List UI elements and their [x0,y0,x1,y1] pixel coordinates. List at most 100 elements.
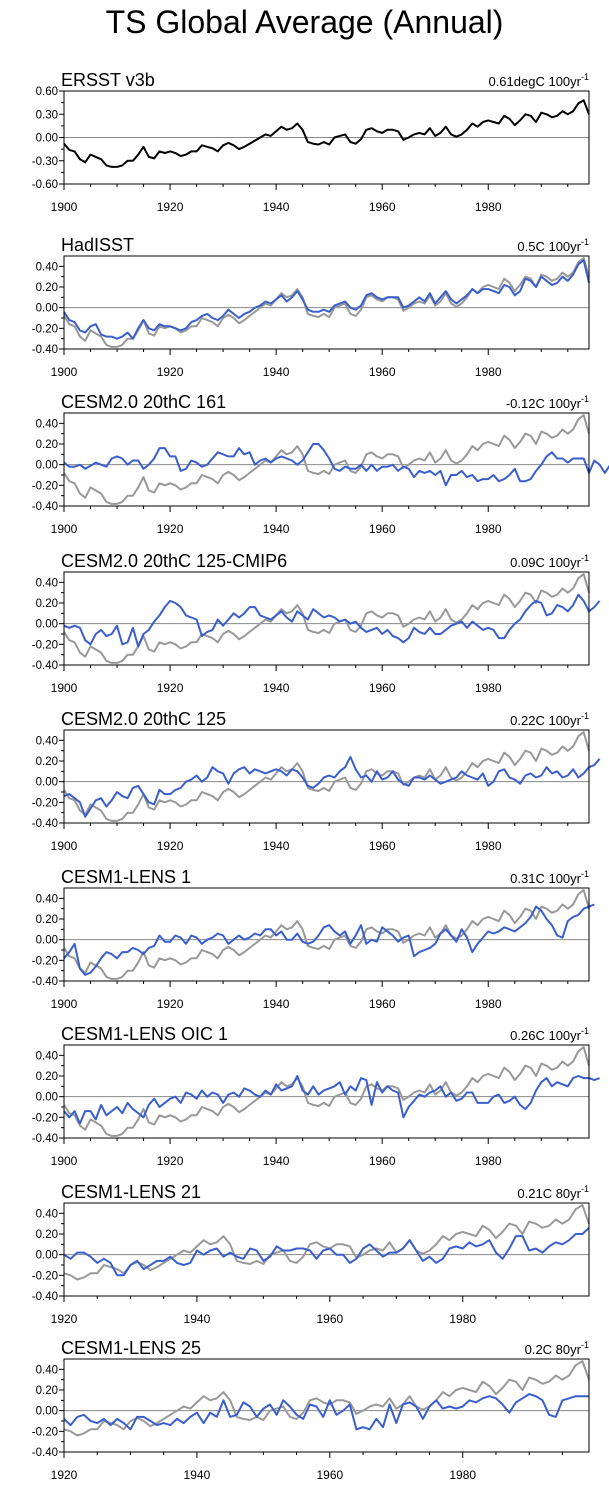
panel-title: CESM1-LENS 1 [61,867,191,887]
plot-frame [63,1044,590,1139]
panel-title: CESM2.0 20thC 125-CMIP6 [61,551,287,571]
series-line-model [63,755,601,818]
x-tick-label: 1960 [369,1154,396,1168]
y-tick-label: 0.20 [36,598,58,610]
x-tick-label: 1960 [369,200,396,214]
y-tick-label: 0.60 [36,86,58,98]
series-line-reference [63,1360,590,1437]
trend-label: 0.61degC 100yr-1 [488,72,589,89]
series-line-model [63,1393,589,1431]
chart-panel-6: CESM1-LENS 1 0.31C 100yr-1 0.40 0.20 0.00 -0.… [32,867,595,1011]
y-tick-label: 0.00 [36,777,58,789]
y-tick-label: 0.40 [36,418,58,430]
trend-value: 0.61degC 100yr [488,74,581,89]
y-tick-label: 0.40 [36,261,58,273]
y-tick-label: 0.30 [36,109,58,121]
series-line-observed [63,99,590,168]
x-tick-label: 1920 [157,997,184,1011]
x-tick-label: 1940 [263,365,290,379]
x-tick-label: 1980 [475,200,502,214]
x-tick-label: 1940 [184,1312,211,1326]
x-tick-label: 1980 [475,365,502,379]
x-tick-label: 1900 [51,200,78,214]
y-tick-label: 0.20 [36,282,58,294]
y-tick-label: -0.20 [32,797,58,809]
y-tick-label: -0.60 [32,179,58,191]
y-tick-label: 0.00 [36,1406,58,1418]
y-tick-label: 0.00 [36,935,58,947]
series-line-reference [63,573,590,664]
trend-exponent: -1 [581,553,589,563]
series-line-reference [63,889,590,980]
y-tick-label: -0.40 [32,1447,58,1459]
x-tick-label: 1960 [369,681,396,695]
trend-value: 0.09C 100yr [510,555,581,570]
y-tick-label: 0.20 [36,1385,58,1397]
panel-title: ERSST v3b [61,70,155,90]
trend-label: 0.21C 80yr-1 [517,1184,589,1201]
plot-frame [63,887,590,982]
x-tick-label: 1900 [51,681,78,695]
chart-panel-5: CESM2.0 20thC 125 0.22C 100yr-1 0.40 0.20 0.… [32,709,601,853]
x-tick-label: 1900 [51,997,78,1011]
x-tick-label: 1960 [369,997,396,1011]
x-tick-label: 1960 [369,522,396,536]
y-tick-label: 0.40 [36,1208,58,1220]
series-line-model [63,443,609,487]
trend-exponent: -1 [581,1340,589,1350]
y-tick-label: -0.30 [32,156,58,168]
series-line-model [63,259,590,340]
panel-title: HadISST [61,235,134,255]
x-tick-label: 1900 [51,522,78,536]
trend-exponent: -1 [581,869,589,879]
x-tick-label: 1900 [51,839,78,853]
y-tick-label: -0.40 [32,1133,58,1145]
x-tick-label: 1940 [263,997,290,1011]
y-tick-label: -0.40 [32,660,58,672]
x-tick-label: 1980 [475,1154,502,1168]
series-line-model [63,903,595,976]
trend-value: 0.5C 100yr [517,239,581,254]
y-tick-label: 0.00 [36,460,58,472]
panel-title: CESM1-LENS 21 [61,1182,201,1202]
y-tick-label: -0.20 [32,323,58,335]
x-tick-label: 1940 [184,1468,211,1482]
x-tick-label: 1920 [157,522,184,536]
y-tick-label: 0.40 [36,1364,58,1376]
y-tick-label: 0.00 [36,1092,58,1104]
panel-title: CESM1-LENS OIC 1 [61,1024,228,1044]
y-tick-label: 0.00 [36,1250,58,1262]
series-line-reference [63,257,590,348]
series-line-model [63,1075,600,1125]
chart-panel-1: ERSST v3b 0.61degC 100yr-1 0.60 0.30 0.00 -0.… [32,70,590,214]
x-tick-label: 1900 [51,365,78,379]
x-tick-label: 1980 [475,839,502,853]
x-tick-label: 1960 [369,839,396,853]
panel-title: CESM2.0 20thC 161 [61,392,226,412]
y-tick-label: -0.20 [32,1426,58,1438]
y-tick-label: 0.40 [36,735,58,747]
y-tick-label: -0.40 [32,1291,58,1303]
y-tick-label: 0.20 [36,439,58,451]
trend-label: 0.5C 100yr-1 [517,237,589,254]
y-tick-label: -0.40 [32,344,58,356]
x-tick-label: 1980 [475,997,502,1011]
plot-frame [63,729,590,824]
trend-exponent: -1 [581,711,589,721]
x-tick-label: 1920 [157,365,184,379]
y-tick-label: -0.20 [32,1112,58,1124]
panel-title: CESM1-LENS 25 [61,1338,201,1358]
plot-frame [63,1358,590,1453]
y-tick-label: -0.40 [32,501,58,513]
series-line-reference [63,1204,590,1281]
x-tick-label: 1980 [475,522,502,536]
x-tick-label: 1960 [316,1312,343,1326]
x-tick-label: 1980 [449,1312,476,1326]
x-tick-label: 1940 [263,839,290,853]
series-line-reference [63,414,590,505]
y-tick-label: 0.20 [36,1071,58,1083]
y-tick-label: 0.00 [36,619,58,631]
chart-panel-7: CESM1-LENS OIC 1 0.26C 100yr-1 0.40 0.20 0.0… [32,1024,600,1168]
trend-value: 0.26C 100yr [510,1028,581,1043]
trend-value: 0.22C 100yr [510,713,581,728]
